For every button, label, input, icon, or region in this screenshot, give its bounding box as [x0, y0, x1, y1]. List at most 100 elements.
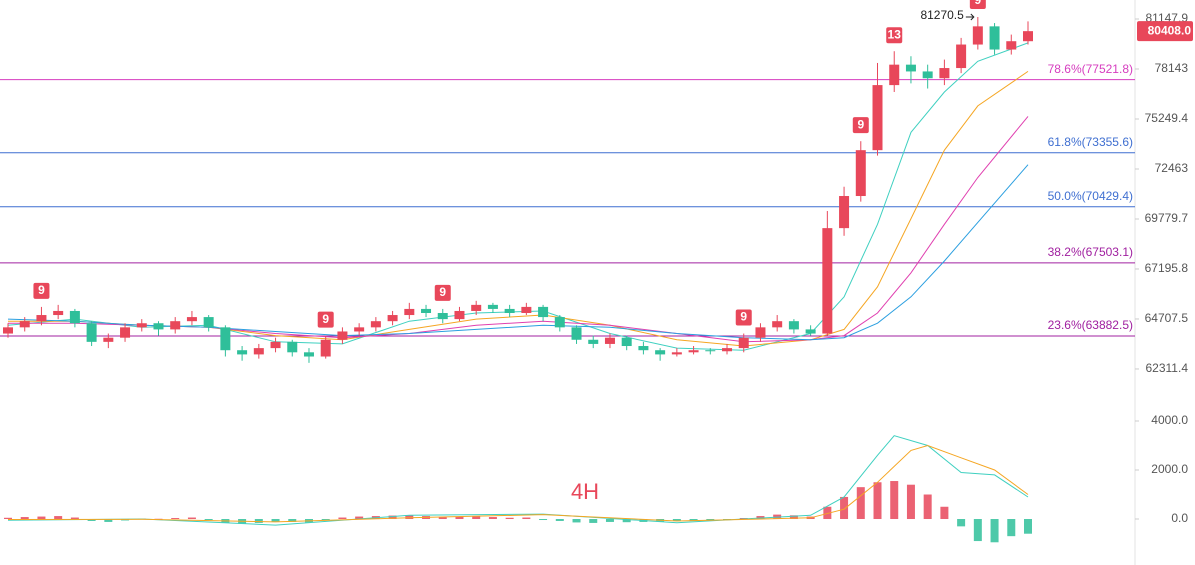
- macd-bar: [204, 519, 213, 521]
- fib-label: 23.6%(63882.5): [1048, 318, 1133, 332]
- macd-bar: [54, 516, 63, 520]
- macd-bar: [37, 516, 46, 520]
- td-badge: [969, 0, 986, 10]
- candle-body: [989, 26, 1000, 50]
- macd-bar: [171, 518, 180, 520]
- td-label: 9: [322, 312, 329, 326]
- candle-body: [203, 317, 214, 328]
- candle-body: [103, 337, 114, 342]
- fib-label: 38.2%(67503.1): [1048, 245, 1133, 259]
- candle-body: [621, 337, 632, 347]
- candle-body: [136, 323, 147, 328]
- macd-bar: [973, 519, 982, 542]
- candle-body: [170, 321, 181, 330]
- candle-body: [237, 350, 248, 355]
- td-badge: [33, 282, 50, 299]
- macd-bar: [187, 517, 196, 520]
- candle-body: [1023, 31, 1033, 42]
- indicator-line: [7, 435, 1029, 526]
- macd-bar: [388, 515, 397, 520]
- candle-body: [354, 327, 365, 332]
- candle-body: [186, 317, 197, 322]
- macd-bar: [522, 517, 531, 520]
- candle-body: [421, 308, 432, 314]
- candle-body: [889, 64, 900, 86]
- macd-bar: [87, 519, 96, 521]
- candle-body: [738, 337, 749, 349]
- y-tick-label: 4000.0: [1151, 413, 1188, 427]
- macd-bar: [104, 519, 113, 522]
- candle-body: [320, 339, 331, 357]
- candle-body: [120, 327, 131, 338]
- macd-bar: [622, 519, 631, 523]
- macd-bar: [589, 519, 598, 523]
- candle-body: [337, 331, 348, 340]
- macd-bar: [923, 494, 932, 520]
- candle-body: [253, 348, 264, 355]
- candle-body: [3, 327, 13, 334]
- candle-body: [69, 310, 80, 324]
- candle-body: [370, 321, 381, 328]
- macd-bar: [20, 517, 29, 520]
- macd-bar: [539, 519, 548, 521]
- candle-body: [972, 26, 983, 45]
- y-tick-label: 0.0: [1171, 511, 1188, 525]
- macd-bar: [555, 519, 564, 521]
- macd-bar: [689, 519, 698, 521]
- candle-body: [638, 346, 649, 351]
- candle-body: [287, 341, 298, 353]
- indicator-line: [7, 164, 1029, 341]
- high-label: 81270.5: [920, 8, 964, 22]
- candle-body: [153, 323, 164, 330]
- y-tick-label: 64707.5: [1145, 311, 1189, 325]
- macd-bar: [355, 516, 364, 520]
- macd-bar: [438, 517, 447, 520]
- macd-bar: [823, 506, 832, 520]
- macd-bar: [488, 517, 497, 520]
- candle-body: [404, 308, 415, 316]
- candle-body: [655, 350, 666, 355]
- candle-body: [554, 317, 565, 328]
- candle-body: [939, 68, 950, 79]
- td-label: 9: [439, 285, 446, 299]
- y-tick-label: 75249.4: [1145, 111, 1189, 125]
- macd-bar: [455, 516, 464, 520]
- candle-body: [19, 321, 30, 328]
- candle-body: [303, 352, 314, 357]
- macd-bar: [288, 519, 297, 522]
- candle-body: [788, 321, 799, 330]
- macd-bar: [271, 519, 280, 522]
- candle-body: [53, 310, 64, 316]
- candle-body: [755, 327, 766, 338]
- price-tag: [1137, 21, 1193, 42]
- y-tick-label: 67195.8: [1145, 261, 1189, 275]
- candle-body: [705, 350, 716, 352]
- candle-body: [471, 304, 482, 311]
- macd-bar: [1007, 519, 1016, 537]
- td-label: 9: [974, 0, 981, 7]
- macd-bar: [572, 519, 581, 523]
- candle-body: [521, 306, 532, 314]
- candle-body: [855, 150, 866, 197]
- candle-body: [722, 348, 733, 352]
- candle-body: [220, 327, 231, 351]
- macd-bar: [990, 519, 999, 543]
- macd-bar: [505, 517, 514, 520]
- candle-body: [1006, 41, 1017, 50]
- candle-body: [86, 323, 97, 342]
- td-label: 9: [38, 283, 45, 297]
- macd-bar: [856, 487, 865, 520]
- macd-bar: [4, 517, 12, 520]
- candle-body: [538, 306, 549, 318]
- macd-bar: [890, 481, 899, 520]
- macd-bar: [605, 519, 614, 522]
- fib-label: 78.6%(77521.8): [1048, 62, 1133, 76]
- candle-body: [387, 315, 398, 322]
- candle-body: [270, 341, 281, 349]
- indicator-line: [7, 444, 1029, 523]
- td-label: 9: [740, 310, 747, 324]
- candle-body: [772, 321, 783, 328]
- y-tick-label: 69779.7: [1145, 211, 1189, 225]
- td-badge: [317, 311, 334, 328]
